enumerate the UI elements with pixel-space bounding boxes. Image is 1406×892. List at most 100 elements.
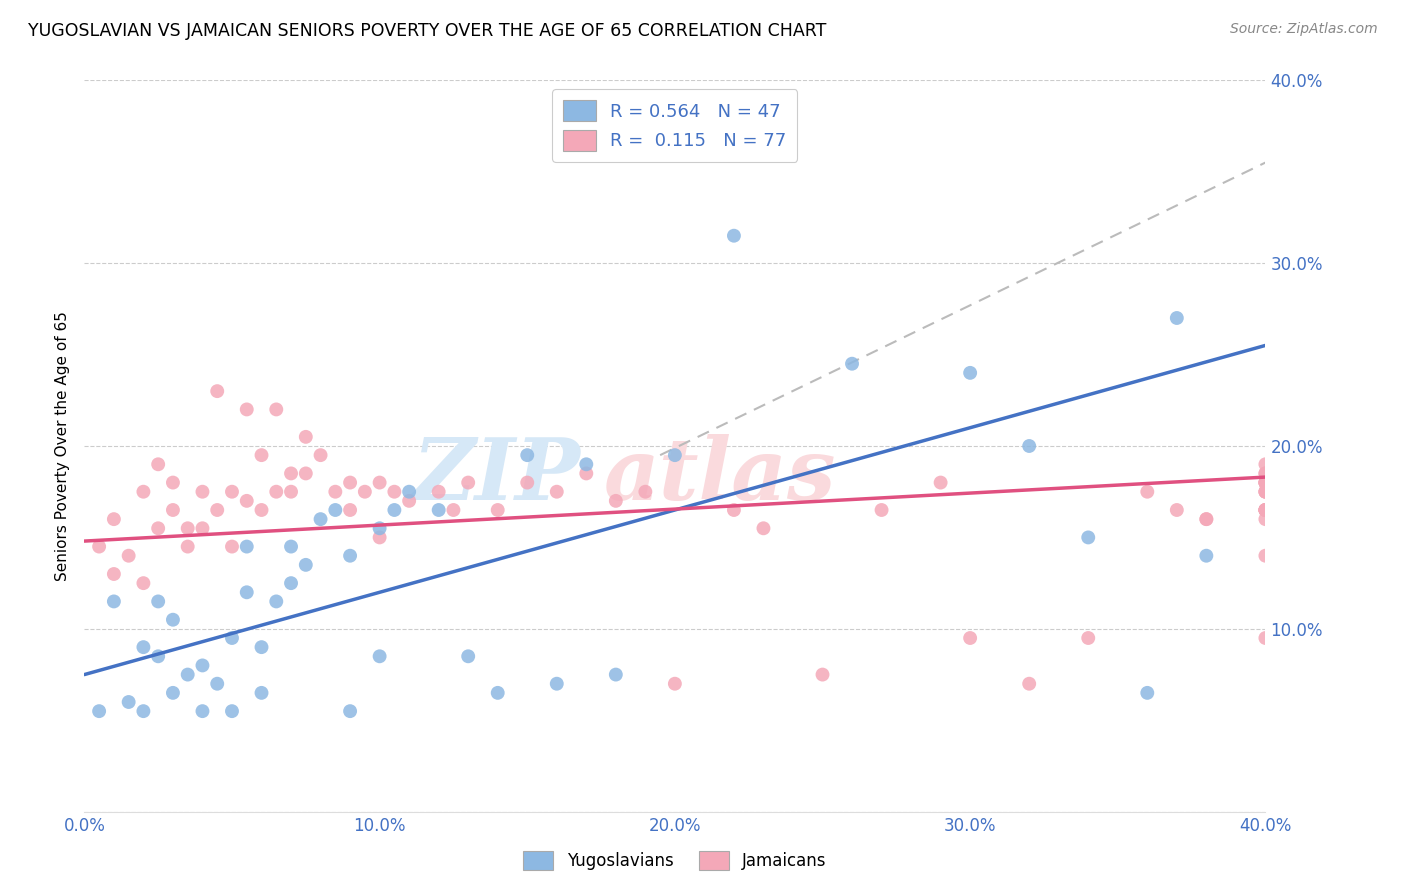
Point xyxy=(250,448,273,462)
Point xyxy=(339,549,361,563)
Point xyxy=(280,467,302,481)
Point xyxy=(1136,686,1159,700)
Point xyxy=(162,613,184,627)
Point xyxy=(1254,467,1277,481)
Point xyxy=(634,484,657,499)
Point xyxy=(264,484,288,499)
Point xyxy=(575,458,598,472)
Point xyxy=(205,676,228,690)
Point xyxy=(191,484,214,499)
Point xyxy=(427,503,450,517)
Point xyxy=(162,503,184,517)
Point xyxy=(516,475,538,490)
Point xyxy=(605,667,627,681)
Point xyxy=(148,649,170,664)
Point xyxy=(87,704,111,718)
Point xyxy=(339,503,361,517)
Point xyxy=(1254,484,1277,499)
Point xyxy=(929,475,952,490)
Point xyxy=(118,549,141,563)
Point xyxy=(1254,467,1277,481)
Point xyxy=(132,640,155,655)
Text: YUGOSLAVIAN VS JAMAICAN SENIORS POVERTY OVER THE AGE OF 65 CORRELATION CHART: YUGOSLAVIAN VS JAMAICAN SENIORS POVERTY … xyxy=(28,22,827,40)
Point xyxy=(752,521,775,535)
Point xyxy=(162,475,184,490)
Point xyxy=(1254,503,1277,517)
Point xyxy=(132,484,155,499)
Point xyxy=(264,402,288,417)
Point xyxy=(1077,530,1099,544)
Point xyxy=(177,540,200,554)
Point xyxy=(1254,631,1277,645)
Point xyxy=(1254,475,1277,490)
Point xyxy=(235,540,259,554)
Point xyxy=(575,467,598,481)
Point xyxy=(264,594,288,608)
Point xyxy=(205,384,228,399)
Point xyxy=(1254,458,1277,472)
Point xyxy=(1254,503,1277,517)
Point xyxy=(132,704,155,718)
Point xyxy=(546,484,568,499)
Point xyxy=(368,475,391,490)
Point xyxy=(382,484,406,499)
Point xyxy=(1195,512,1218,526)
Point xyxy=(132,576,155,591)
Point xyxy=(1254,503,1277,517)
Y-axis label: Seniors Poverty Over the Age of 65: Seniors Poverty Over the Age of 65 xyxy=(55,311,70,581)
Point xyxy=(1166,503,1188,517)
Point xyxy=(1136,484,1159,499)
Point xyxy=(221,540,243,554)
Point xyxy=(1254,512,1277,526)
Point xyxy=(368,521,391,535)
Point xyxy=(1254,475,1277,490)
Point xyxy=(1254,503,1277,517)
Point xyxy=(427,484,450,499)
Point xyxy=(177,667,200,681)
Point xyxy=(323,503,347,517)
Point xyxy=(368,649,391,664)
Point xyxy=(191,521,214,535)
Point xyxy=(1077,631,1099,645)
Point xyxy=(162,686,184,700)
Point xyxy=(191,704,214,718)
Point xyxy=(221,484,243,499)
Point xyxy=(235,585,259,599)
Point xyxy=(664,676,686,690)
Point xyxy=(398,493,420,508)
Point xyxy=(841,357,863,371)
Point xyxy=(664,448,686,462)
Point xyxy=(103,567,125,582)
Point xyxy=(605,493,627,508)
Text: Source: ZipAtlas.com: Source: ZipAtlas.com xyxy=(1230,22,1378,37)
Point xyxy=(323,484,347,499)
Point xyxy=(1254,475,1277,490)
Point xyxy=(723,228,745,243)
Point xyxy=(486,686,509,700)
Point xyxy=(221,704,243,718)
Point xyxy=(221,631,243,645)
Point xyxy=(148,521,170,535)
Point xyxy=(205,503,228,517)
Point xyxy=(441,503,464,517)
Point xyxy=(235,493,259,508)
Point xyxy=(339,704,361,718)
Point xyxy=(1195,549,1218,563)
Point xyxy=(309,448,332,462)
Point xyxy=(398,484,420,499)
Point xyxy=(250,640,273,655)
Point xyxy=(280,540,302,554)
Point xyxy=(1195,512,1218,526)
Point xyxy=(1254,549,1277,563)
Point xyxy=(339,475,361,490)
Text: ZIP: ZIP xyxy=(412,434,581,517)
Point xyxy=(148,594,170,608)
Point xyxy=(457,649,479,664)
Point xyxy=(280,576,302,591)
Point xyxy=(1018,676,1040,690)
Point xyxy=(368,530,391,544)
Point xyxy=(250,686,273,700)
Point xyxy=(1166,311,1188,326)
Point xyxy=(723,503,745,517)
Point xyxy=(103,512,125,526)
